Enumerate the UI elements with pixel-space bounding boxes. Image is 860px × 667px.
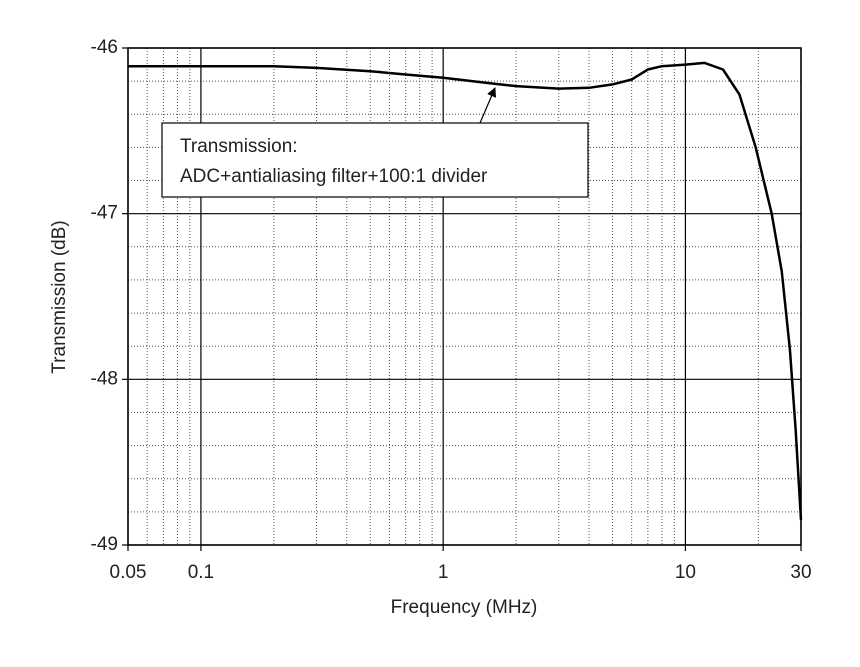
annotation-box (161, 122, 589, 198)
y-tick-label: -49 (91, 534, 118, 555)
y-tick-label: -47 (91, 203, 118, 224)
y-axis-label: Transmission (dB) (49, 220, 70, 373)
plot-frame (127, 47, 802, 546)
annotation-arrow (479, 87, 497, 124)
x-axis-label: Frequency (MHz) (391, 597, 538, 618)
x-tick-label: 0.05 (110, 562, 147, 583)
x-tick-label: 30 (790, 562, 811, 583)
data-line (128, 61, 803, 521)
y-tick-label: -48 (91, 368, 118, 389)
annotation-text: ADC+antialiasing filter+100:1 divider (180, 166, 488, 187)
x-tick-label: 1 (438, 562, 449, 583)
annotation-text: Transmission: (180, 136, 298, 157)
y-tick-label: -46 (91, 37, 118, 58)
x-tick-label: 0.1 (188, 562, 214, 583)
x-tick-label: 10 (675, 562, 696, 583)
